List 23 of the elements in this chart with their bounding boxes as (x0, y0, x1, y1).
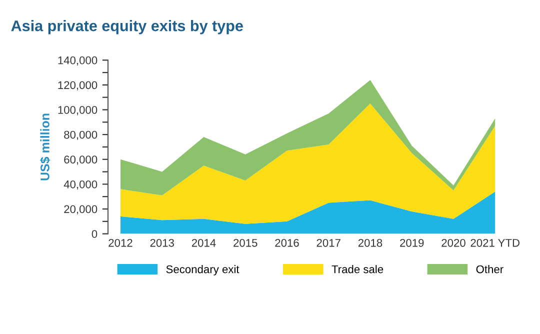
x-tick-label: 2018 (358, 238, 382, 247)
chart-title: Asia private equity exits by type (11, 20, 243, 34)
y-axis-title: US$ million (40, 114, 50, 180)
legend-label: Secondary exit (166, 265, 240, 276)
x-tick-label: 2013 (150, 238, 174, 247)
x-tick-label: 2020 (442, 238, 466, 247)
y-tick-label: 120,000 (58, 81, 98, 90)
x-tick-label: 2021 YTD (470, 238, 520, 247)
x-tick-label: 2014 (192, 238, 216, 247)
y-tick-label: 0 (92, 230, 98, 238)
legend-label: Other (476, 265, 504, 274)
x-tick-label: 2016 (275, 238, 299, 247)
x-tick-label: 2012 (108, 238, 132, 247)
legend-label: Trade sale (332, 265, 384, 274)
y-tick-label: 20,000 (64, 205, 98, 214)
x-tick-label: 2017 (316, 238, 340, 247)
x-tick-label: 2019 (400, 238, 424, 247)
y-tick-label: 40,000 (64, 180, 98, 190)
y-tick-label: 140,000 (58, 56, 98, 66)
x-tick-label: 2015 (234, 238, 258, 247)
y-tick-label: 100,000 (58, 106, 98, 116)
y-tick-label: 60,000 (64, 156, 98, 165)
y-tick-label: 80,000 (64, 130, 98, 140)
